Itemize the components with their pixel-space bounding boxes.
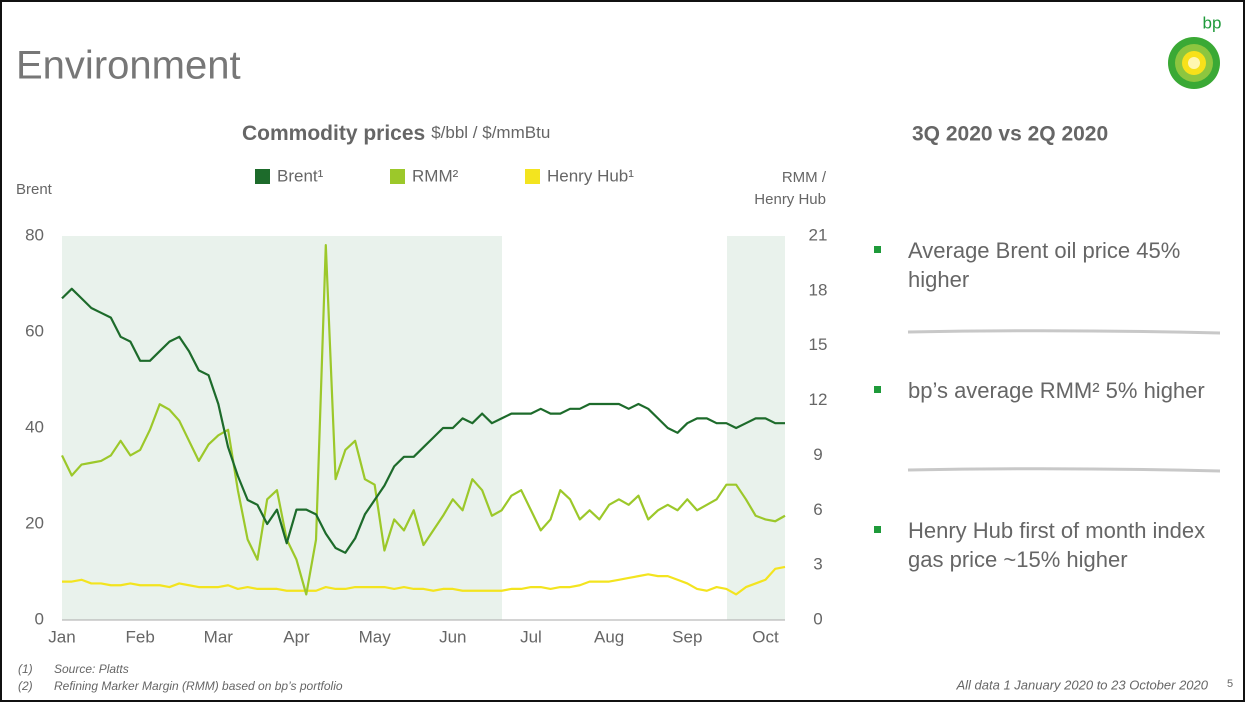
x-tick-label: May <box>359 627 392 646</box>
y-tick-label: 60 <box>25 321 44 340</box>
x-tick-label: Oct <box>752 627 779 646</box>
x-tick-label: Feb <box>126 627 155 646</box>
legend-swatch <box>255 169 270 184</box>
page-title: Environment <box>16 44 241 88</box>
legend-swatch <box>525 169 540 184</box>
footnote-text: Refining Marker Margin (RMM) based on bp… <box>54 679 343 693</box>
y-tick-label: 80 <box>25 225 44 244</box>
chart-title-main: Commodity prices <box>242 122 425 145</box>
panel-title: 3Q 2020 vs 2Q 2020 <box>912 123 1108 146</box>
y2-tick-label: 21 <box>809 225 828 244</box>
y-axis-label: Brent <box>16 181 53 198</box>
legend-label: Henry Hub¹ <box>547 166 634 185</box>
x-tick-label: Jun <box>439 627 466 646</box>
bullet-text: Henry Hub first of month index gas price… <box>908 518 1206 572</box>
legend-swatch <box>390 169 405 184</box>
legend-label: RMM² <box>412 166 459 185</box>
separator <box>907 467 1221 473</box>
y2-axis-label: RMM / <box>782 169 827 186</box>
page-number: 5 <box>1227 678 1233 690</box>
y2-tick-label: 15 <box>809 335 828 354</box>
y-tick-label: 0 <box>35 609 44 628</box>
x-tick-label: Jan <box>48 627 75 646</box>
x-tick-label: Sep <box>672 627 702 646</box>
y2-tick-label: 6 <box>813 500 822 519</box>
bullet-text: Average Brent oil price 45% higher <box>908 238 1181 292</box>
bullet: Average Brent oil price 45% higher <box>872 236 1222 376</box>
y2-axis-label: Henry Hub <box>754 191 826 208</box>
y2-tick-label: 9 <box>813 445 822 464</box>
logo-text: bp <box>1203 13 1222 32</box>
y2-tick-label: 3 <box>813 555 822 574</box>
bullet-list: Average Brent oil price 45% higher bp’s … <box>872 236 1222 656</box>
y-tick-label: 20 <box>25 513 44 532</box>
footnote-text: Source: Platts <box>54 662 129 676</box>
y2-tick-label: 12 <box>809 390 828 409</box>
y2-tick-label: 0 <box>813 609 822 628</box>
chart-subtitle: $/bbl / $/mmBtu <box>431 123 550 142</box>
separator <box>907 329 1221 335</box>
x-tick-label: Mar <box>204 627 234 646</box>
bullet: bp’s average RMM² 5% higher <box>872 376 1222 516</box>
footnote-marker: (2) <box>18 679 33 693</box>
note: All data 1 January 2020 to 23 October 20… <box>955 677 1208 692</box>
series-line <box>61 287 785 554</box>
chart-title: Commodity prices $/bbl / $/mmBtu <box>242 122 550 145</box>
bullet: Henry Hub first of month index gas price… <box>872 516 1222 656</box>
x-tick-label: Jul <box>520 627 542 646</box>
x-tick-label: Apr <box>283 627 310 646</box>
series-line <box>62 565 786 596</box>
y-tick-label: 40 <box>25 417 44 436</box>
y2-tick-label: 18 <box>809 280 828 299</box>
legend-label: Brent¹ <box>277 166 324 185</box>
series-line <box>61 244 786 596</box>
logo: bp <box>1168 13 1221 89</box>
x-tick-label: Aug <box>594 627 624 646</box>
shaded-band <box>62 236 502 620</box>
bullet-text: bp’s average RMM² 5% higher <box>908 378 1205 403</box>
footnote-marker: (1) <box>18 662 33 676</box>
